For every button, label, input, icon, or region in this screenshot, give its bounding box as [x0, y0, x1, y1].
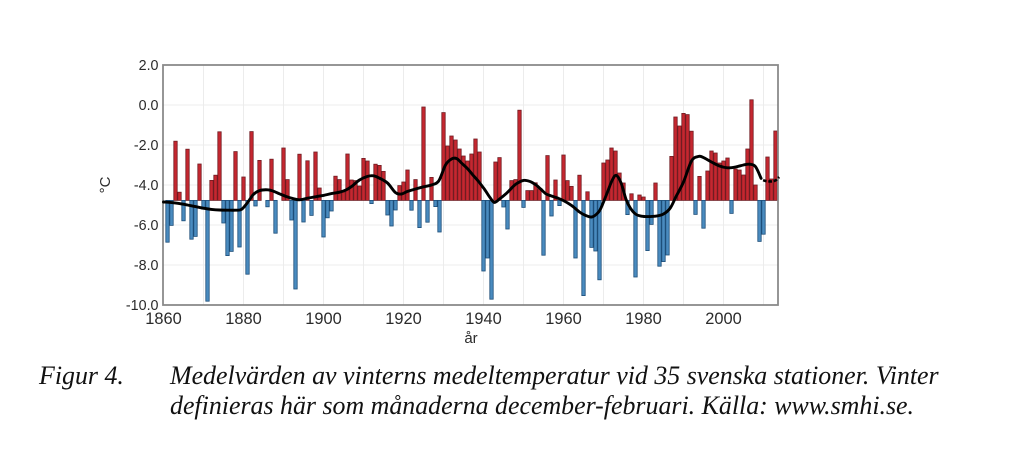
svg-text:1960: 1960	[545, 310, 581, 328]
svg-text:-10.0: -10.0	[126, 298, 159, 314]
svg-text:2.0: 2.0	[139, 58, 159, 74]
svg-text:1980: 1980	[625, 310, 661, 328]
svg-text:°C: °C	[97, 176, 114, 193]
svg-text:år: år	[464, 330, 477, 347]
svg-text:1880: 1880	[225, 310, 261, 328]
svg-text:-2.0: -2.0	[134, 138, 159, 154]
svg-text:-4.0: -4.0	[134, 178, 159, 194]
svg-text:0.0: 0.0	[139, 98, 159, 114]
svg-text:1940: 1940	[465, 310, 501, 328]
svg-text:-6.0: -6.0	[134, 218, 159, 234]
svg-text:1860: 1860	[145, 310, 181, 328]
svg-text:1920: 1920	[385, 310, 421, 328]
svg-text:2000: 2000	[705, 310, 741, 328]
svg-text:-8.0: -8.0	[134, 258, 159, 274]
svg-text:1900: 1900	[305, 310, 341, 328]
